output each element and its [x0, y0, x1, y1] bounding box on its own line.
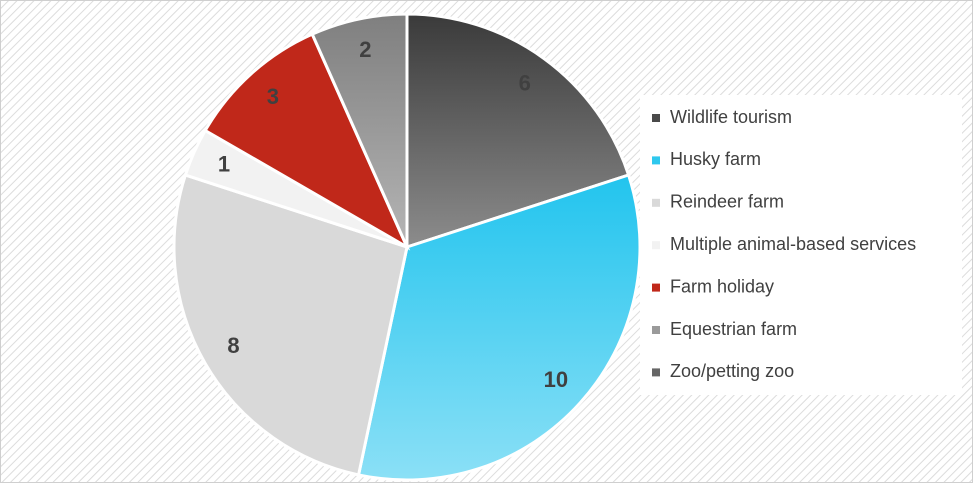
pie-slice: [203, 32, 411, 251]
data-label: 1: [218, 151, 230, 176]
pie-slice: [172, 173, 409, 477]
pie-slice: [405, 12, 631, 250]
data-label: 2: [359, 37, 371, 62]
legend-swatch: [652, 114, 660, 122]
legend-label: Wildlife tourism: [670, 107, 792, 127]
data-label: 10: [544, 367, 568, 392]
data-label: 6: [519, 71, 531, 96]
legend-swatch: [652, 283, 660, 292]
data-label: 3: [267, 84, 279, 109]
legend-label: Reindeer farm: [670, 192, 784, 212]
pie-slice: [356, 173, 642, 482]
legend-label: Zoo/petting zoo: [670, 361, 794, 381]
legend-box: [640, 95, 962, 395]
legend-swatch: [652, 368, 660, 377]
legend-swatch: [652, 156, 660, 165]
legend-swatch: [652, 326, 660, 334]
legend-label: Farm holiday: [670, 276, 774, 296]
legend-label: Husky farm: [670, 149, 761, 169]
data-label: 8: [227, 333, 239, 358]
legend-label: Equestrian farm: [670, 319, 797, 339]
legend-swatch: [652, 241, 660, 250]
legend-label: Multiple animal-based services: [670, 234, 916, 254]
legend-swatch: [652, 198, 660, 207]
